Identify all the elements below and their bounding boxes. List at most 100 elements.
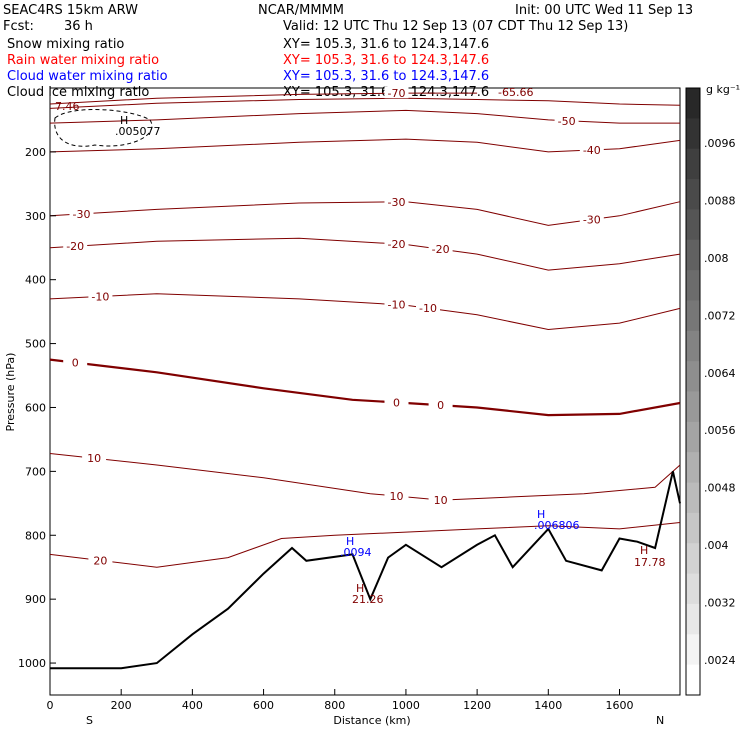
annotation-label: H: [640, 544, 648, 557]
field-xy: XY= 105.3, 31.6 to 124.3,147.6: [283, 69, 489, 84]
field-name: Rain water mixing ratio: [7, 53, 159, 68]
colorbar-label: .0096: [704, 137, 736, 150]
contour-label-bg: [384, 489, 409, 502]
contour-line: [49, 522, 681, 568]
contour-line: [49, 138, 681, 153]
contour-label-bg: [554, 113, 579, 126]
contour-label-bg: [428, 493, 453, 506]
x-end-label: N: [656, 714, 664, 727]
temperature-contours: -70 -50 -40 -30 -30 -30 -20 -20 -20 -10 -10 -10 0 0 0 1…: [49, 86, 681, 568]
colorbar-label: .0024: [704, 654, 736, 667]
contour-label-bg: [88, 553, 113, 566]
field-annotations: H.0050777.46-65.66H.0094H21.26H.006806H1…: [55, 86, 666, 606]
contour-line: [49, 453, 681, 501]
y-tick-label: 700: [25, 465, 46, 478]
colorbar-swatch: [686, 664, 700, 696]
colorbar-label: .0032: [704, 597, 736, 610]
x-tick-label: 1000: [392, 699, 420, 712]
colorbar-swatch: [686, 270, 700, 301]
colorbar-swatch: [686, 512, 700, 544]
contour-label: 20: [93, 554, 107, 567]
colorbar-unit: g kg⁻¹: [706, 83, 740, 96]
terrain-line: [50, 471, 681, 670]
y-tick-label: 200: [25, 146, 46, 159]
x-tick-label: 1200: [463, 699, 491, 712]
colorbar-swatch: [686, 482, 700, 514]
annotation-label: .006806: [534, 519, 580, 532]
field-name: Snow mixing ratio: [7, 37, 124, 52]
colorbar-swatch: [686, 239, 700, 271]
forecast-hours: 36 h: [64, 19, 93, 34]
contour-label: -40: [583, 144, 601, 157]
contour-line: [49, 237, 681, 271]
center-label: NCAR/MMMM: [258, 3, 344, 18]
contour-label-bg: [384, 86, 409, 99]
contour-label: -10: [419, 302, 437, 315]
annotation-label: H: [537, 508, 545, 521]
field-xy: XY= 105.3, 31.6 to 124.3,147.6: [283, 53, 489, 68]
colorbar-swatch: [686, 452, 700, 484]
x-tick-label: 800: [324, 699, 345, 712]
colorbar-swatch: [686, 634, 700, 666]
colorbar-swatch: [686, 209, 700, 241]
contour-label: -30: [73, 208, 91, 221]
contour-line: [49, 109, 680, 124]
contour-label: -50: [558, 115, 576, 128]
x-tick-label: 400: [182, 699, 203, 712]
colorbar: .0096 .0088 .008 .0072 .0064 .0056 .0048 .004 .0…: [685, 87, 736, 696]
colorbar-label: .008: [704, 252, 729, 265]
colorbar-frame: [685, 87, 701, 696]
contour-line: [49, 358, 681, 417]
x-start-label: S: [86, 714, 93, 727]
annotation-label: -65.66: [498, 86, 533, 99]
contour-label-bg: [384, 194, 409, 207]
contour-label-bg: [384, 297, 409, 310]
cloud-ice-contour: [54, 109, 153, 147]
colorbar-label: .0072: [704, 309, 736, 322]
annotation-label: .005077: [115, 125, 161, 138]
contour-label-bg: [579, 212, 604, 225]
annotation-label: 17.78: [634, 556, 666, 569]
annotation-label: H: [346, 535, 354, 548]
colorbar-swatch: [686, 118, 700, 150]
field-name: Cloud water mixing ratio: [7, 69, 168, 84]
contour-line: [49, 97, 681, 109]
y-tick-label: 600: [25, 401, 46, 414]
contour-label: 10: [390, 490, 404, 503]
contour-label: -30: [388, 196, 406, 209]
contour-label: -70: [388, 87, 406, 100]
colorbar-label: .0088: [704, 194, 736, 207]
contour-label: -30: [583, 214, 601, 227]
contour-label-bg: [579, 142, 604, 155]
y-tick-label: 900: [25, 593, 46, 606]
contour-label-bg: [82, 451, 107, 464]
field-name: Cloud ice mixing ratio: [7, 85, 149, 100]
colorbar-swatch: [686, 421, 700, 453]
y-tick-label: 500: [25, 338, 46, 351]
annotation-label: .0094: [340, 546, 372, 559]
y-tick-label: 800: [25, 529, 46, 542]
init-time: Init: 00 UTC Wed 11 Sep 13: [515, 3, 693, 18]
colorbar-swatch: [686, 88, 700, 119]
colorbar-swatch: [686, 300, 700, 332]
contour-label-bg: [63, 355, 88, 368]
x-axis-title: Distance (km): [333, 714, 410, 727]
x-tick-label: 600: [253, 699, 274, 712]
field-legend: Snow mixing ratio XY= 105.3, 31.6 to 124.…: [7, 37, 489, 100]
contour-label: -20: [432, 243, 450, 256]
contour-label-bg: [428, 242, 453, 255]
contour-label: 0: [437, 399, 444, 412]
x-tick-label: 0: [47, 699, 54, 712]
plot-frame: [49, 87, 681, 696]
y-tick-label: 1000: [18, 657, 46, 670]
y-tick-label: 300: [25, 210, 46, 223]
colorbar-label: .0048: [704, 482, 736, 495]
contour-label: -20: [388, 238, 406, 251]
annotation-label: 21.26: [352, 593, 384, 606]
contour-label-bg: [69, 206, 94, 219]
contour-label: -10: [91, 290, 109, 303]
annotation-label: 7.46: [55, 100, 80, 113]
contour-label-bg: [63, 239, 88, 252]
contour-label-bg: [88, 289, 113, 302]
x-tick-label: 200: [111, 699, 132, 712]
